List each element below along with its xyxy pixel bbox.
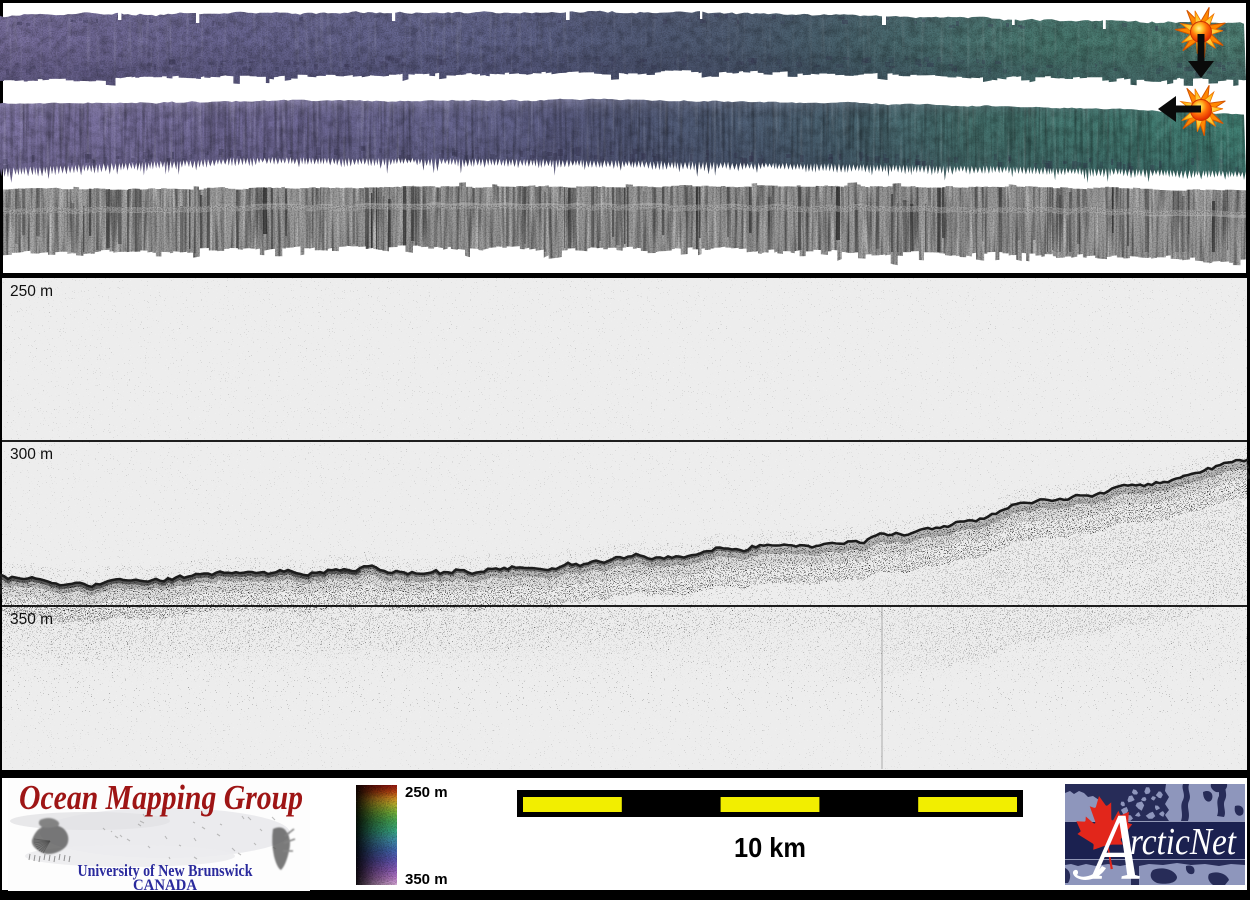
svg-text:Ocean Mapping Group: Ocean Mapping Group (19, 778, 303, 817)
svg-text:University of New Brunswick: University of New Brunswick (78, 861, 253, 880)
svg-text:rcticNet: rcticNet (1130, 821, 1237, 863)
svg-text:10 km: 10 km (734, 832, 806, 863)
svg-text:CANADA: CANADA (133, 877, 197, 894)
svg-text:350 m: 350 m (405, 871, 448, 888)
svg-text:A: A (1088, 795, 1141, 900)
svg-text:250 m: 250 m (405, 784, 448, 801)
